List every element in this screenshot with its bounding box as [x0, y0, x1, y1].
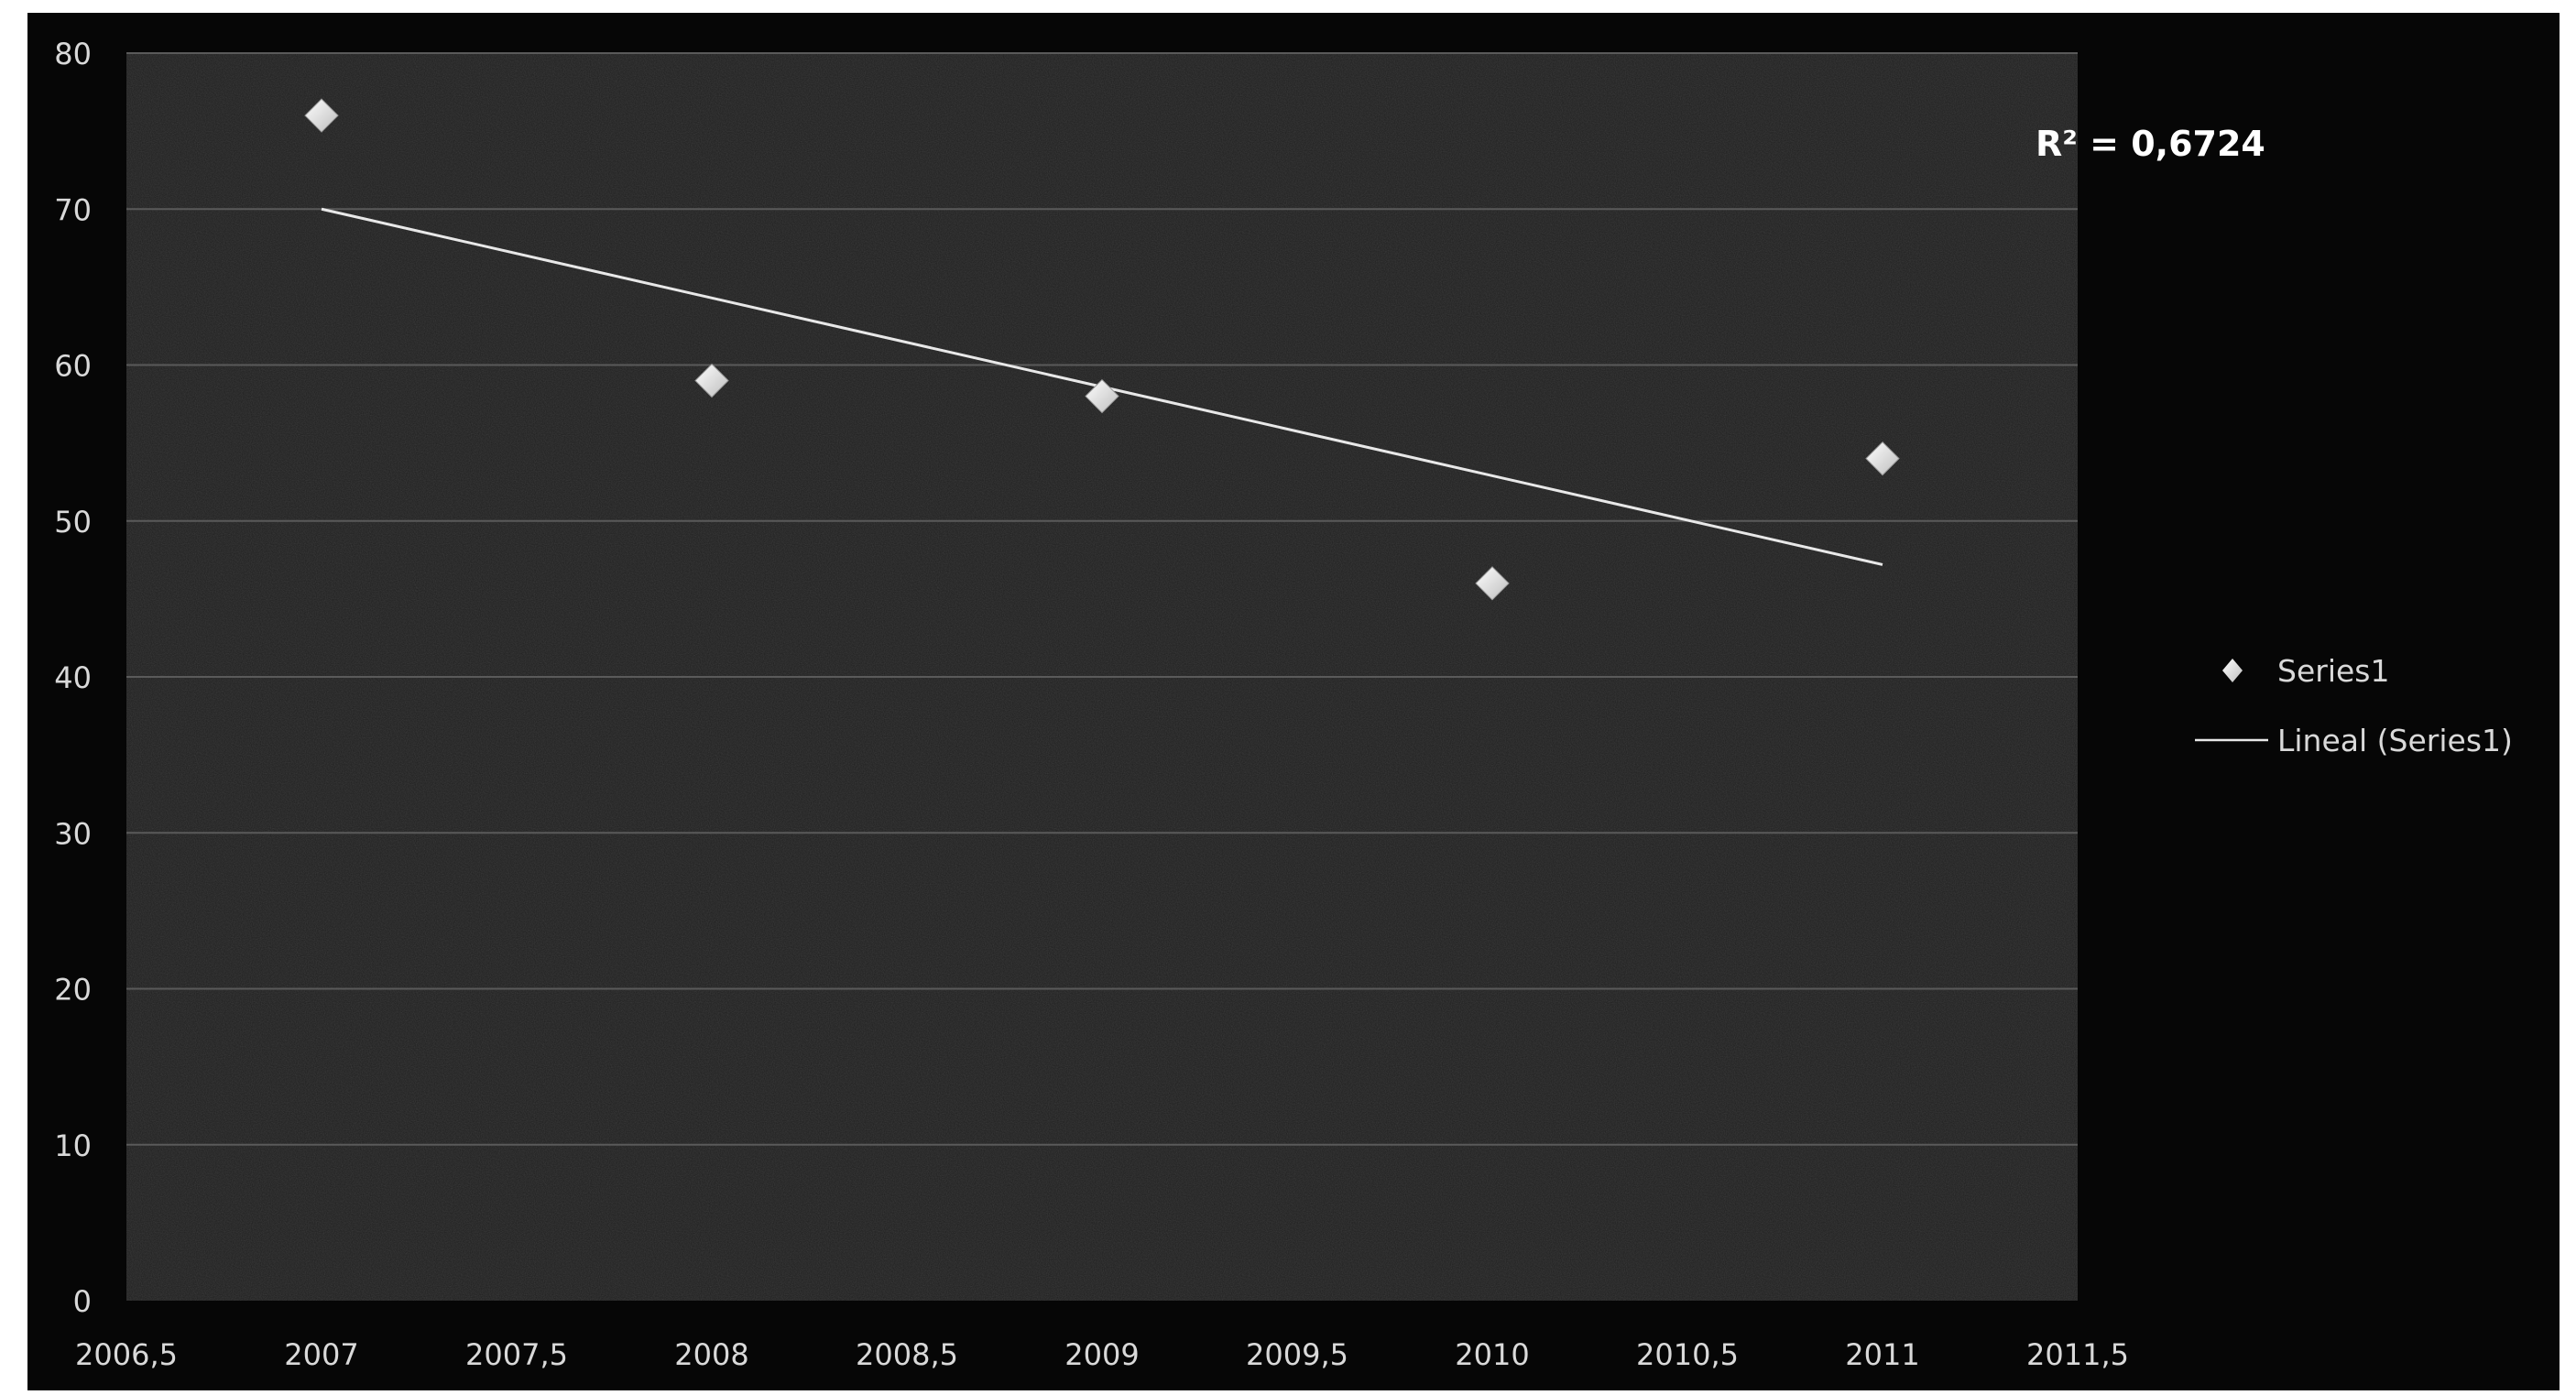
- y-tick-label-70: 70: [54, 192, 92, 227]
- r-squared-label: R² = 0,6724: [2036, 124, 2265, 164]
- x-tick-label-2011: 2011: [1845, 1337, 1919, 1372]
- y-tick-label-20: 20: [54, 973, 92, 1008]
- y-tick-label-80: 80: [54, 37, 92, 71]
- data-points: [304, 98, 1900, 601]
- y-tick-label-50: 50: [54, 505, 92, 539]
- y-tick-label-10: 10: [54, 1128, 92, 1163]
- y-axis-ticks: 0 10 20 30 40 50 60 70 80: [54, 37, 92, 1319]
- data-point-2009: [1085, 378, 1119, 414]
- legend: Series1 Lineal (Series1): [2195, 653, 2513, 758]
- data-point-2007: [304, 98, 339, 133]
- legend-entry-series1: Series1: [2277, 653, 2389, 689]
- x-tick-label-2007: 2007: [284, 1337, 358, 1372]
- x-tick-label-2011-5: 2011,5: [2026, 1337, 2129, 1372]
- y-tick-label-0: 0: [73, 1284, 92, 1319]
- x-tick-label-2006-5: 2006,5: [75, 1337, 178, 1372]
- data-point-2008: [694, 363, 729, 398]
- x-tick-label-2008: 2008: [674, 1337, 748, 1372]
- y-tick-label-40: 40: [54, 660, 92, 695]
- x-tick-label-2009-5: 2009,5: [1246, 1337, 1348, 1372]
- legend-entry-trendline: Lineal (Series1): [2277, 723, 2513, 758]
- x-tick-label-2008-5: 2008,5: [856, 1337, 958, 1372]
- legend-diamond-icon: [2222, 659, 2243, 682]
- x-tick-label-2010: 2010: [1455, 1337, 1529, 1372]
- gridlines: [126, 52, 2078, 1146]
- data-point-2010: [1475, 566, 1510, 601]
- y-tick-label-60: 60: [54, 349, 92, 384]
- x-axis-ticks: 2006,5 2007 2007,5 2008 2008,5 2009 2009,5 2010…: [75, 1337, 2129, 1372]
- y-tick-label-30: 30: [54, 816, 92, 851]
- x-tick-label-2009: 2009: [1064, 1337, 1139, 1372]
- x-tick-label-2007-5: 2007,5: [465, 1337, 568, 1372]
- data-point-2011: [1865, 441, 1900, 476]
- x-tick-label-2010-5: 2010,5: [1636, 1337, 1739, 1372]
